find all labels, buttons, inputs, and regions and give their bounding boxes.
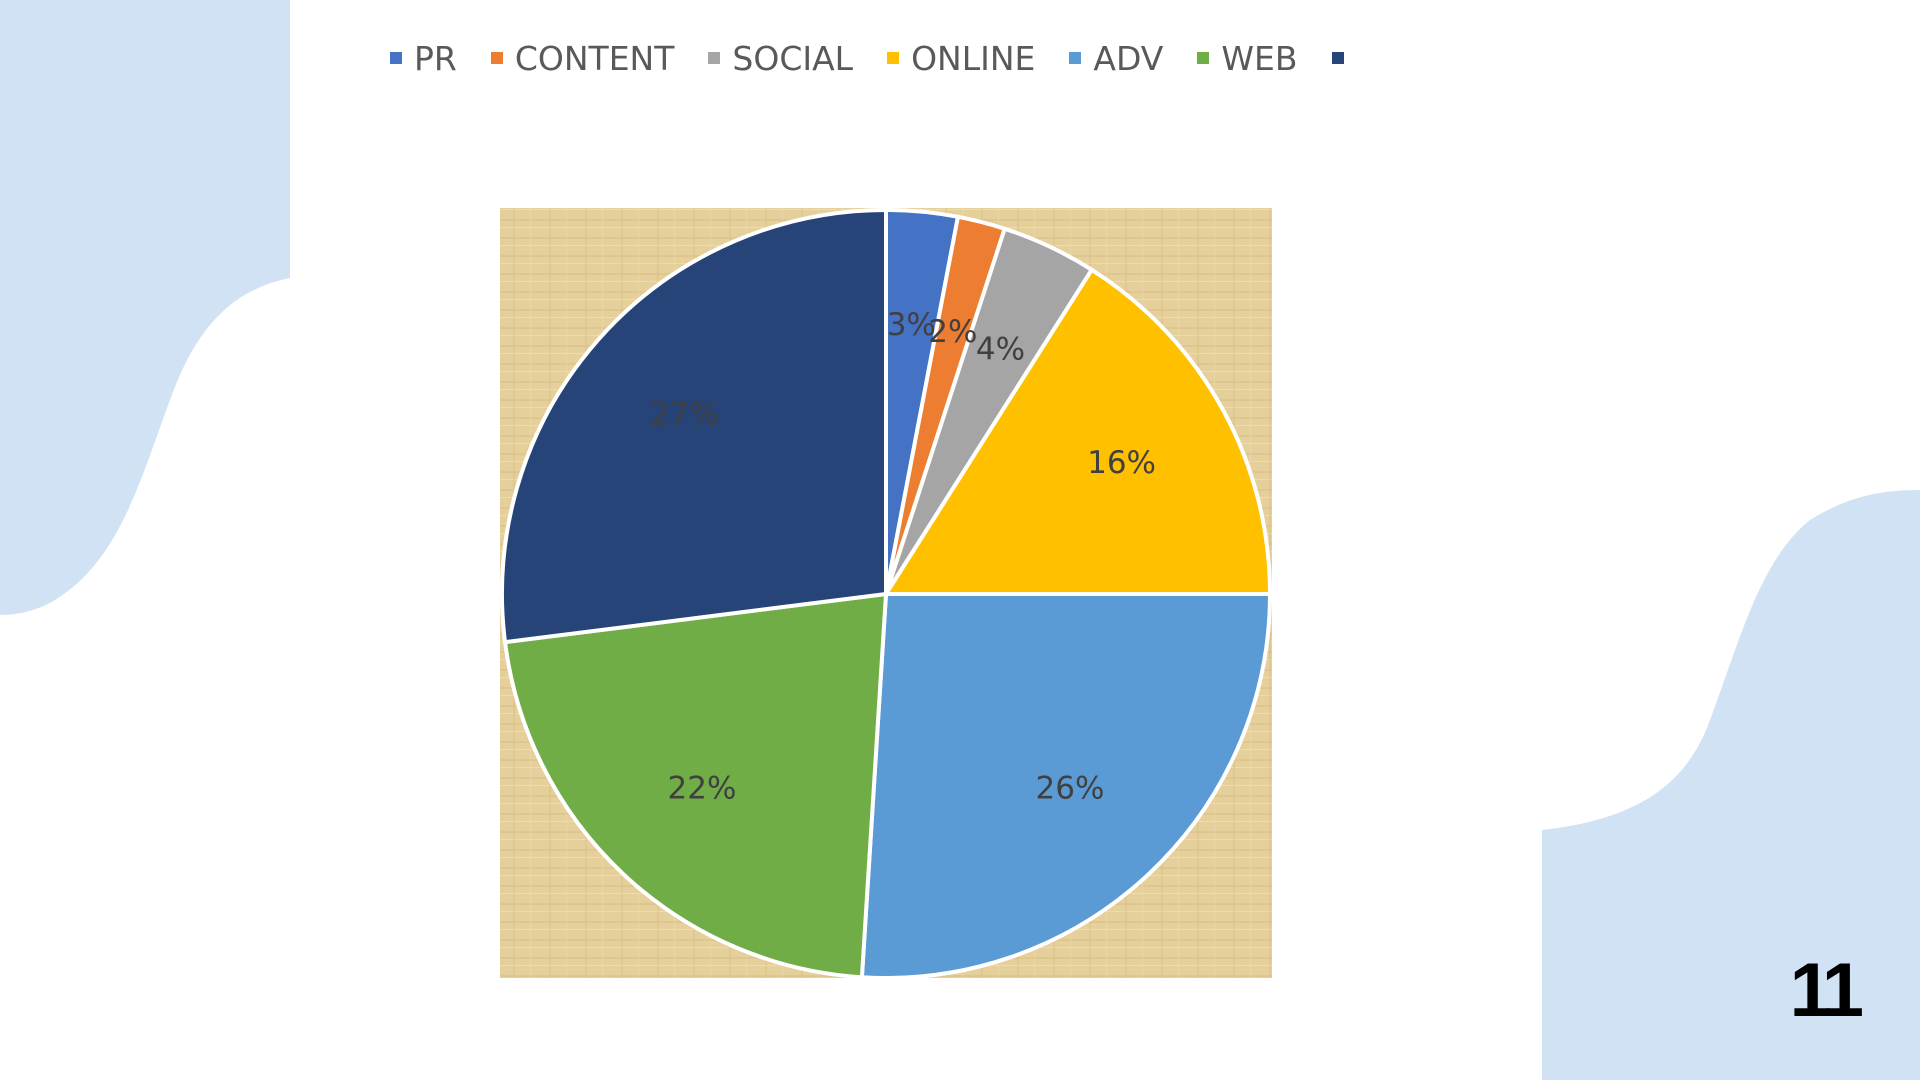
data-label: 26% [1036,770,1105,806]
page-number: 11 [1789,948,1864,1033]
pie-slice-adv [859,592,1273,980]
legend-item-unlabeled [1331,52,1356,64]
legend-swatch [1331,52,1344,64]
data-label: 3% [887,307,936,343]
legend-swatch [708,52,721,64]
legend-label: CONTENT [514,38,675,78]
legend-swatch [490,52,503,64]
legend-label: PR [414,38,457,78]
legend-item-pr: PR [390,39,457,78]
legend-swatch [390,52,402,64]
data-label: 4% [976,331,1025,367]
legend-item-online: ONLINE [887,39,1035,78]
wave-shape-top-left [0,0,290,615]
legend-swatch [887,52,900,64]
legend-label: ONLINE [911,38,1036,78]
pie-slice-unlabeled [500,207,888,645]
legend-item-adv: ADV [1069,39,1163,78]
pie-slices [500,207,1273,980]
data-label: 2% [928,314,977,350]
wave-shape-bottom-right [1542,490,1920,1080]
legend-item-web: WEB [1197,38,1298,78]
chart-legend: PR CONTENT SOCIAL ONLINE ADV WEB [390,38,1356,78]
legend-swatch [1069,52,1082,64]
data-label: 27% [650,397,719,433]
pie-slice-online [882,267,1273,596]
data-label: 22% [668,770,737,806]
legend-label: ADV [1093,38,1164,78]
data-labels: 3%2%4% 16% 26% 22% 27% [650,307,1156,807]
legend-item-content: CONTENT [490,38,675,78]
legend-item-social: SOCIAL [708,39,853,78]
pie-slice-web [502,591,889,980]
data-label: 16% [1087,445,1156,481]
legend-label: SOCIAL [732,38,854,78]
legend-swatch [1197,52,1210,64]
legend-label: WEB [1221,38,1298,78]
